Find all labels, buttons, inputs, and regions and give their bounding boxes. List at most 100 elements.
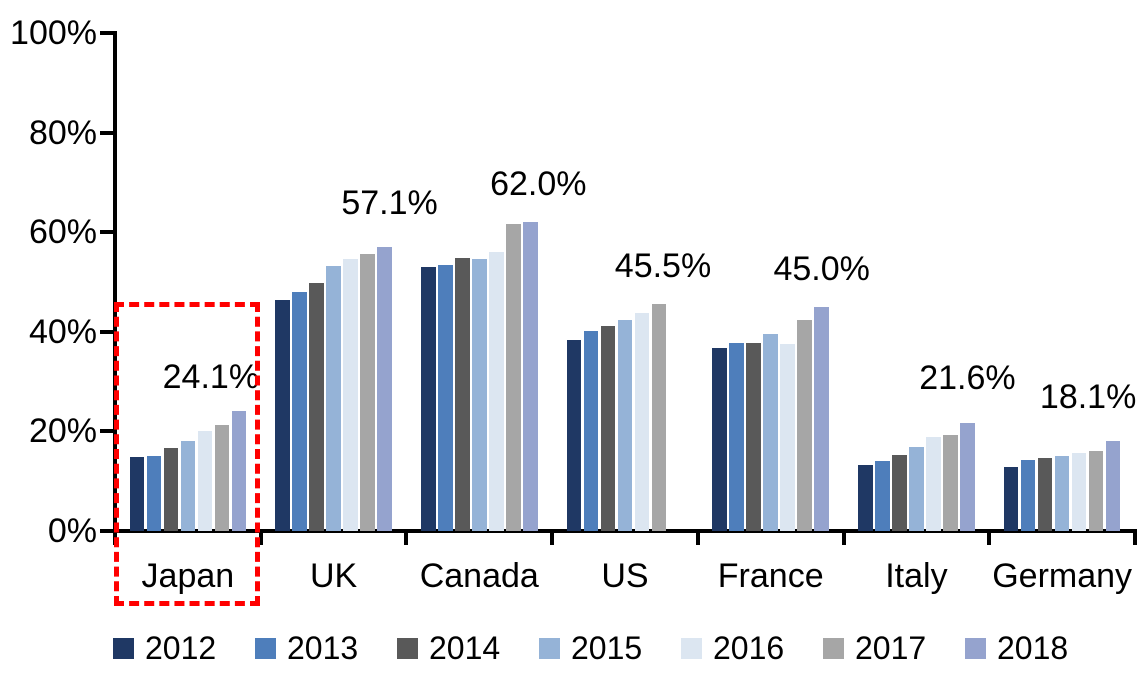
legend-label-2014: 2014 [429, 630, 501, 666]
bar-2016-germany [1071, 453, 1087, 531]
y-tick [100, 529, 115, 533]
bar-2016-us [634, 313, 650, 531]
bar-2016-canada [488, 251, 504, 531]
bar-2012-canada [420, 267, 436, 531]
y-tick-label: 0% [47, 512, 97, 550]
bar-2018-italy [960, 423, 975, 531]
legend-item-2013: 2013 [255, 632, 397, 664]
legend-label-2017: 2017 [855, 630, 927, 666]
data-label-uk: 57.1% [341, 183, 438, 222]
x-tick [841, 531, 846, 545]
bar-group-uk: 57.1% [261, 33, 438, 531]
legend-item-2015: 2015 [539, 632, 681, 664]
legend-label-2015: 2015 [571, 630, 643, 666]
bar-2015-italy [909, 447, 924, 531]
bar-2016-france [780, 344, 795, 531]
bar-2018-france [814, 306, 829, 531]
x-axis-line [113, 529, 1137, 533]
category-label-italy: Italy [885, 557, 948, 595]
bar-2014-japan [163, 447, 179, 531]
legend-label-2016: 2016 [713, 630, 785, 666]
bar-2017-canada [505, 224, 521, 531]
y-axis-line [113, 31, 117, 533]
y-tick-label: 80% [28, 113, 97, 152]
bar-2012-uk [275, 300, 290, 531]
category-label-germany: Germany [992, 557, 1133, 595]
y-tick [100, 329, 115, 334]
bar-2014-germany [1037, 458, 1053, 531]
y-tick [100, 429, 115, 434]
category-label-us: US [601, 557, 649, 595]
bar-2014-canada [454, 257, 470, 531]
legend-item-2018: 2018 [965, 632, 1107, 664]
bar-2015-canada [471, 259, 487, 531]
bar-2018-canada [522, 222, 538, 531]
category-label-japan: Japan [141, 557, 235, 595]
bar-2012-japan [129, 456, 145, 531]
y-tick [100, 130, 115, 135]
bar-2017-italy [943, 434, 958, 531]
legend-swatch-2012 [113, 637, 134, 659]
y-tick-label: 40% [28, 312, 97, 351]
legend-swatch-2013 [255, 637, 276, 659]
bar-2017-france [797, 319, 812, 531]
bar-2013-us [583, 330, 599, 531]
data-label-italy: 21.6% [919, 359, 1016, 398]
legend-item-2016: 2016 [681, 632, 823, 664]
highlight-box [114, 302, 260, 606]
bar-group-us: 45.5% [552, 33, 711, 531]
legend-swatch-2018 [965, 637, 986, 659]
x-tick [258, 531, 263, 545]
bar-2012-us [566, 339, 582, 531]
legend-label-2018: 2018 [997, 630, 1069, 666]
bar-2017-us [651, 304, 667, 531]
legend-item-2012: 2012 [113, 632, 255, 664]
x-tick [1133, 531, 1137, 545]
bar-2013-canada [437, 265, 453, 531]
data-label-us: 45.5% [614, 247, 712, 286]
data-label-japan: 24.1% [162, 357, 260, 396]
bar-2014-italy [892, 455, 907, 531]
bar-2012-france [712, 348, 727, 531]
bar-2018-germany [1105, 440, 1121, 531]
data-label-france: 45.0% [773, 249, 870, 288]
legend-swatch-2014 [397, 637, 418, 659]
bar-2016-uk [343, 258, 358, 531]
bar-2017-uk [360, 254, 375, 531]
bar-2014-us [600, 326, 616, 531]
x-tick [404, 531, 409, 545]
legend-item-2017: 2017 [823, 632, 965, 664]
data-label-germany: 18.1% [1039, 377, 1137, 416]
y-tick-label: 60% [28, 213, 97, 252]
bar-2015-germany [1054, 456, 1070, 531]
y-tick-label: 20% [28, 412, 97, 451]
category-label-canada: Canada [419, 557, 539, 595]
bar-group-canada: 62.0% [406, 33, 586, 531]
bar-2016-japan [197, 431, 213, 531]
bar-2014-france [746, 342, 761, 531]
x-tick [987, 531, 992, 545]
bar-2015-uk [326, 266, 341, 531]
category-label-france: France [717, 557, 824, 595]
bar-2015-france [763, 334, 778, 531]
bar-2012-germany [1003, 467, 1019, 531]
bar-2013-italy [875, 461, 890, 531]
y-tick-label: 100% [10, 14, 97, 52]
bar-2014-uk [309, 282, 324, 531]
x-tick [550, 531, 555, 545]
bar-2013-germany [1020, 460, 1036, 531]
category-label-uk: UK [309, 557, 358, 595]
legend-item-2014: 2014 [397, 632, 539, 664]
bar-group-germany: 18.1% [989, 33, 1137, 531]
legend-swatch-2015 [539, 637, 560, 659]
bar-group-italy: 21.6% [844, 33, 1016, 531]
bar-2013-uk [292, 292, 307, 531]
bar-2015-japan [180, 440, 196, 531]
bar-2016-italy [926, 436, 941, 531]
bar-2018-uk [377, 246, 392, 531]
legend-swatch-2017 [823, 637, 844, 659]
bar-2015-us [617, 320, 633, 531]
bar-2013-france [729, 342, 744, 531]
legend-label-2013: 2013 [287, 630, 359, 666]
